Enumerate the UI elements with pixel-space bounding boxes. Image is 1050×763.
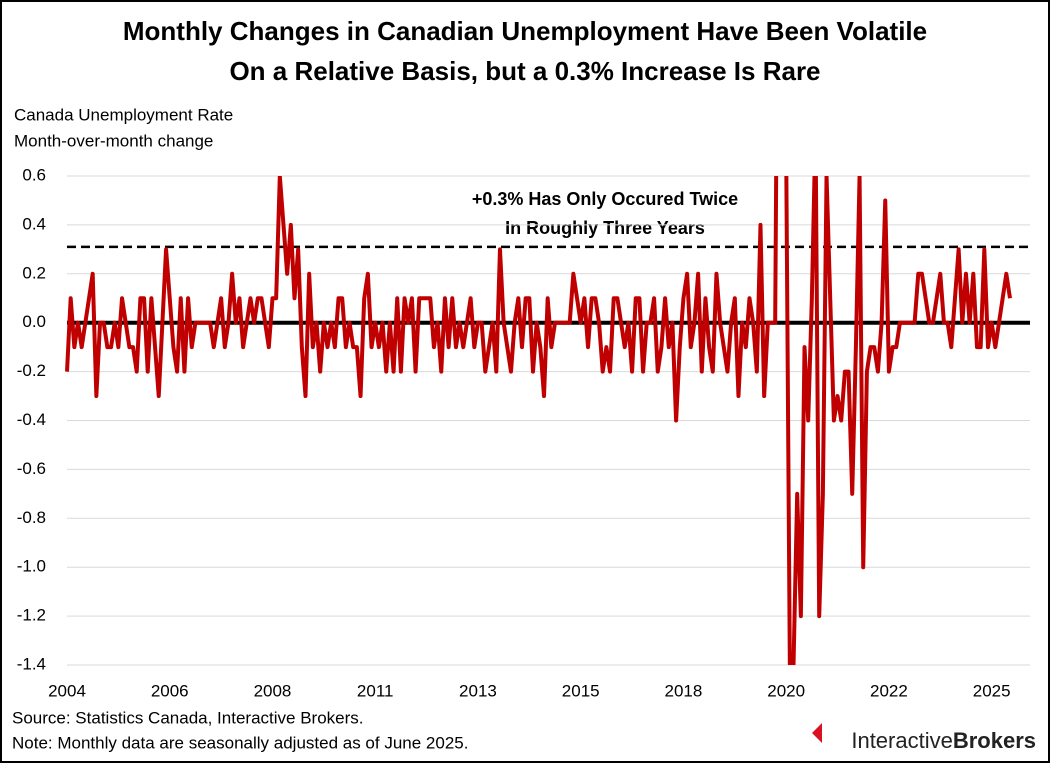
- source: Source: Statistics Canada, Interactive B…: [12, 708, 364, 727]
- x-tick-label: 2015: [562, 681, 600, 700]
- logo-icon: [812, 723, 822, 743]
- logo-part: Interactive: [851, 728, 953, 753]
- y-tick-label: -1.4: [17, 654, 46, 673]
- note: Note: Monthly data are seasonally adjust…: [12, 733, 468, 752]
- x-tick-label: 2020: [767, 681, 805, 700]
- x-tick-label: 2025: [973, 681, 1011, 700]
- y-tick-label: 0.2: [22, 263, 46, 282]
- x-tick-label: 2004: [48, 681, 86, 700]
- logo-part: Brokers: [953, 728, 1036, 753]
- y-tick-label: -0.2: [17, 361, 46, 380]
- y-tick-label: 0.4: [22, 214, 46, 233]
- y-tick-label: 0.6: [22, 165, 46, 184]
- annotation: +0.3% Has Only Occured Twice: [472, 189, 738, 209]
- data-line: [65, 176, 1012, 665]
- chart-title: On a Relative Basis, but a 0.3% Increase…: [229, 56, 820, 86]
- y-tick-label: -0.6: [17, 459, 46, 478]
- y-tick-label: -1.0: [17, 557, 46, 576]
- x-tick-label: 2013: [459, 681, 497, 700]
- y-tick-label: -1.2: [17, 606, 46, 625]
- y-axis-label: Month-over-month change: [14, 131, 213, 150]
- x-tick-label: 2008: [254, 681, 292, 700]
- y-tick-label: -0.4: [17, 410, 46, 429]
- x-tick-label: 2011: [357, 681, 394, 700]
- x-tick-label: 2006: [151, 681, 189, 700]
- x-tick-label: 2018: [665, 681, 703, 700]
- y-tick-label: 0.0: [22, 312, 46, 331]
- y-axis-label: Canada Unemployment Rate: [14, 105, 233, 124]
- y-tick-label: -0.8: [17, 508, 46, 527]
- x-tick-label: 2022: [870, 681, 908, 700]
- logo: InteractiveBrokers: [851, 728, 1036, 753]
- annotation: In Roughly Three Years: [505, 218, 705, 238]
- chart-title: Monthly Changes in Canadian Unemployment…: [123, 16, 927, 46]
